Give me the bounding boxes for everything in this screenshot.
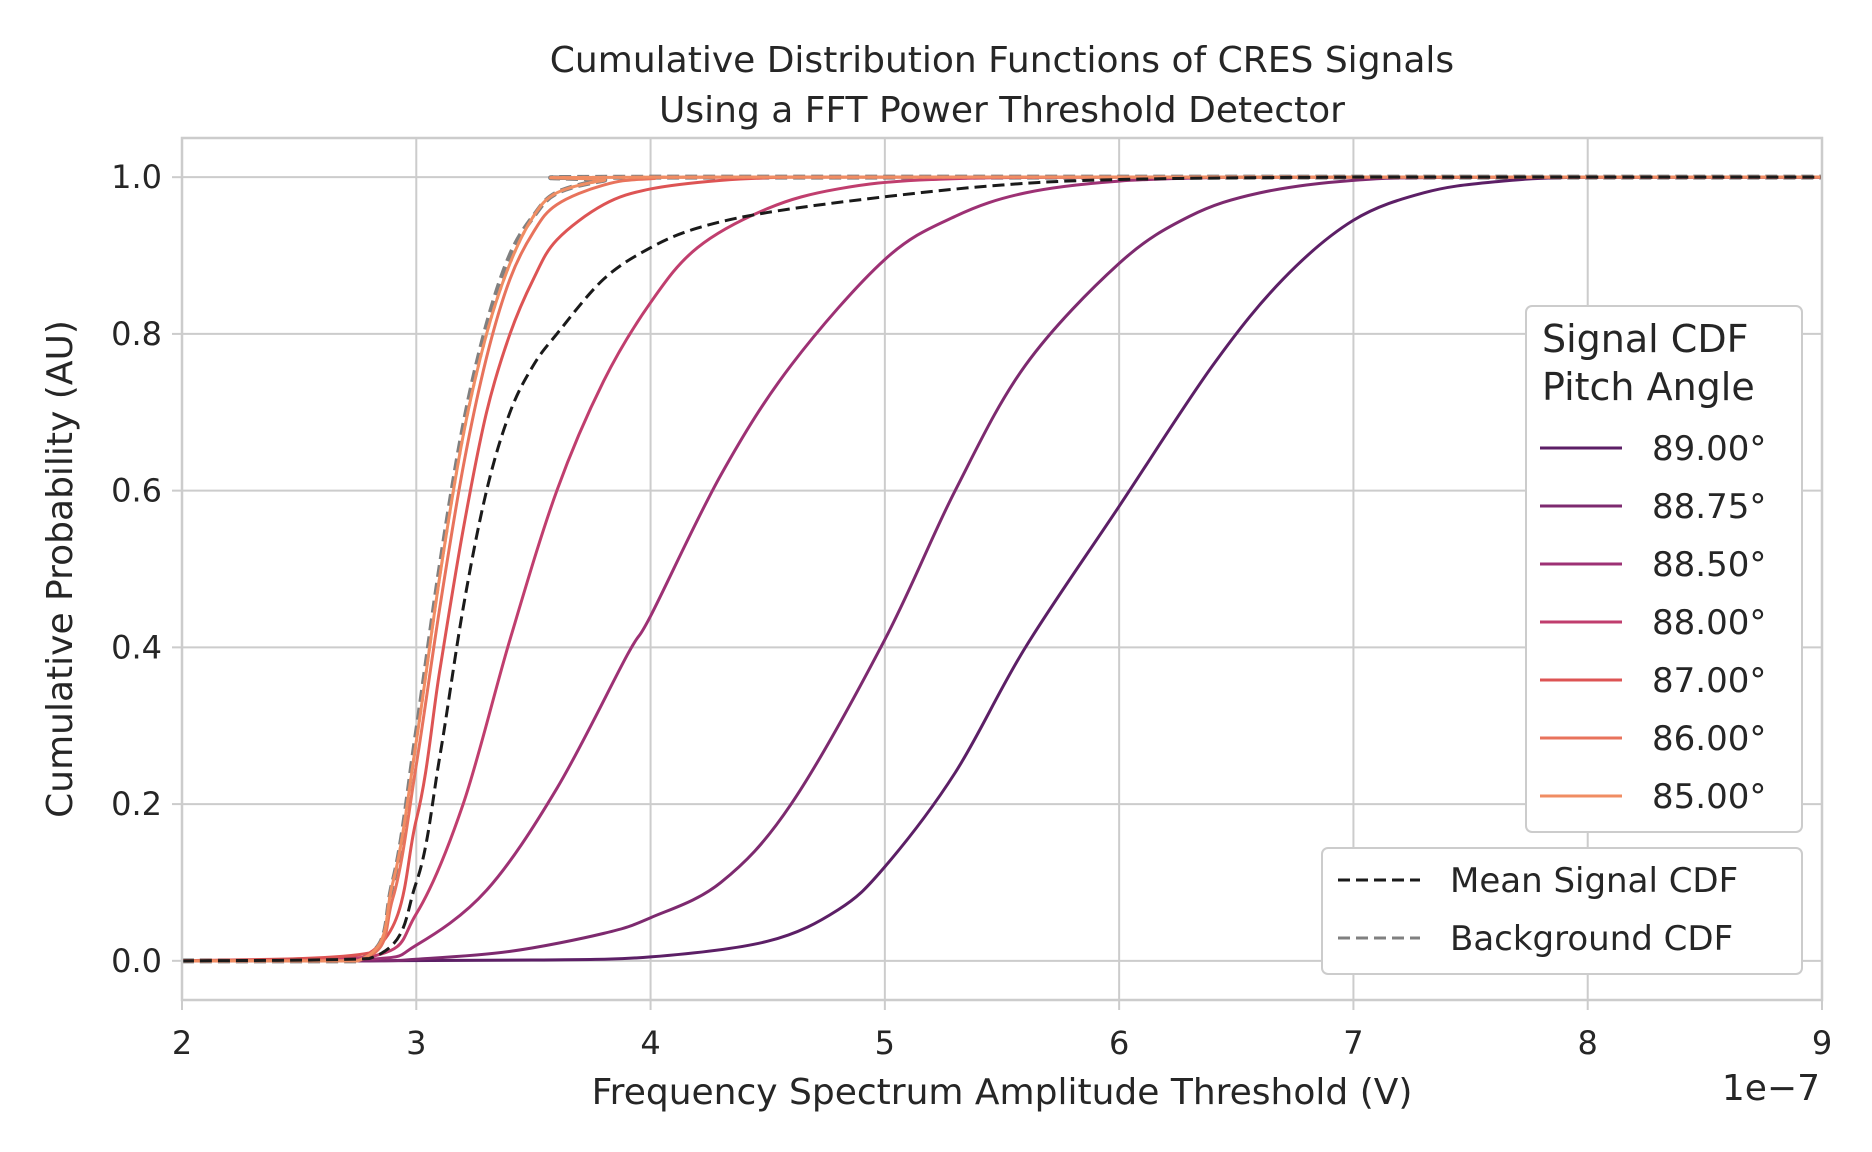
series-line-mean-signal-cdf bbox=[181, 175, 1822, 963]
x-axis-label: Frequency Spectrum Amplitude Threshold (… bbox=[592, 1072, 1413, 1113]
x-tick-label: 4 bbox=[640, 1024, 660, 1062]
x-tick-label: 2 bbox=[172, 1024, 192, 1062]
x-axis-offset-label: 1e−7 bbox=[1722, 1068, 1820, 1109]
legend-pitch-title-line-2: Pitch Angle bbox=[1542, 365, 1755, 409]
legend-summary-label: Background CDF bbox=[1450, 919, 1733, 959]
legend-pitch-label: 89.00° bbox=[1652, 429, 1766, 469]
series-lines bbox=[181, 174, 1822, 964]
series-line-1 bbox=[182, 175, 1822, 963]
legend-summary-frame bbox=[1321, 847, 1803, 975]
legend-pitch-label: 88.50° bbox=[1652, 545, 1766, 585]
x-tick-label: 5 bbox=[875, 1024, 895, 1062]
x-tick-label: 9 bbox=[1812, 1024, 1832, 1062]
legend-summary-label: Mean Signal CDF bbox=[1450, 861, 1738, 901]
y-tick-label: 0.0 bbox=[111, 942, 162, 980]
plot-frame bbox=[180, 136, 1824, 1002]
y-tick-label: 1.0 bbox=[111, 158, 162, 196]
x-tick-label: 8 bbox=[1578, 1024, 1598, 1062]
x-tick-label: 3 bbox=[406, 1024, 426, 1062]
legend-pitch-frame bbox=[1525, 305, 1803, 833]
y-tick-label: 0.8 bbox=[111, 315, 162, 353]
y-axis-label: Cumulative Probability (AU) bbox=[40, 320, 81, 818]
axis-ticks: 2 3 4 5 6 7 8 9 0.0 0.2 0.4 0.6 0.8 1.0 bbox=[111, 158, 1832, 1062]
legend-pitch-title-line-1: Signal CDF bbox=[1542, 317, 1748, 361]
x-tick-label: 7 bbox=[1343, 1024, 1363, 1062]
legend-pitch-label: 87.00° bbox=[1652, 661, 1766, 701]
legend-pitch-label: 86.00° bbox=[1652, 719, 1766, 759]
chart-title-line-2: Using a FFT Power Threshold Detector bbox=[659, 90, 1345, 131]
legend-pitch-label: 85.00° bbox=[1652, 777, 1766, 817]
legend-pitch-label: 88.75° bbox=[1652, 487, 1766, 527]
y-tick-label: 0.6 bbox=[111, 472, 162, 510]
series-line-0 bbox=[182, 175, 1822, 963]
y-tick-label: 0.4 bbox=[111, 628, 162, 666]
x-tick-label: 6 bbox=[1109, 1024, 1129, 1062]
chart-title-line-1: Cumulative Distribution Functions of CRE… bbox=[550, 40, 1454, 81]
legend-summary: Mean Signal CDF Background CDF bbox=[1321, 847, 1803, 975]
series-line-85-overlay bbox=[182, 175, 1822, 963]
y-tick-label: 0.2 bbox=[111, 785, 162, 823]
legend-pitch-label: 88.00° bbox=[1652, 603, 1766, 643]
